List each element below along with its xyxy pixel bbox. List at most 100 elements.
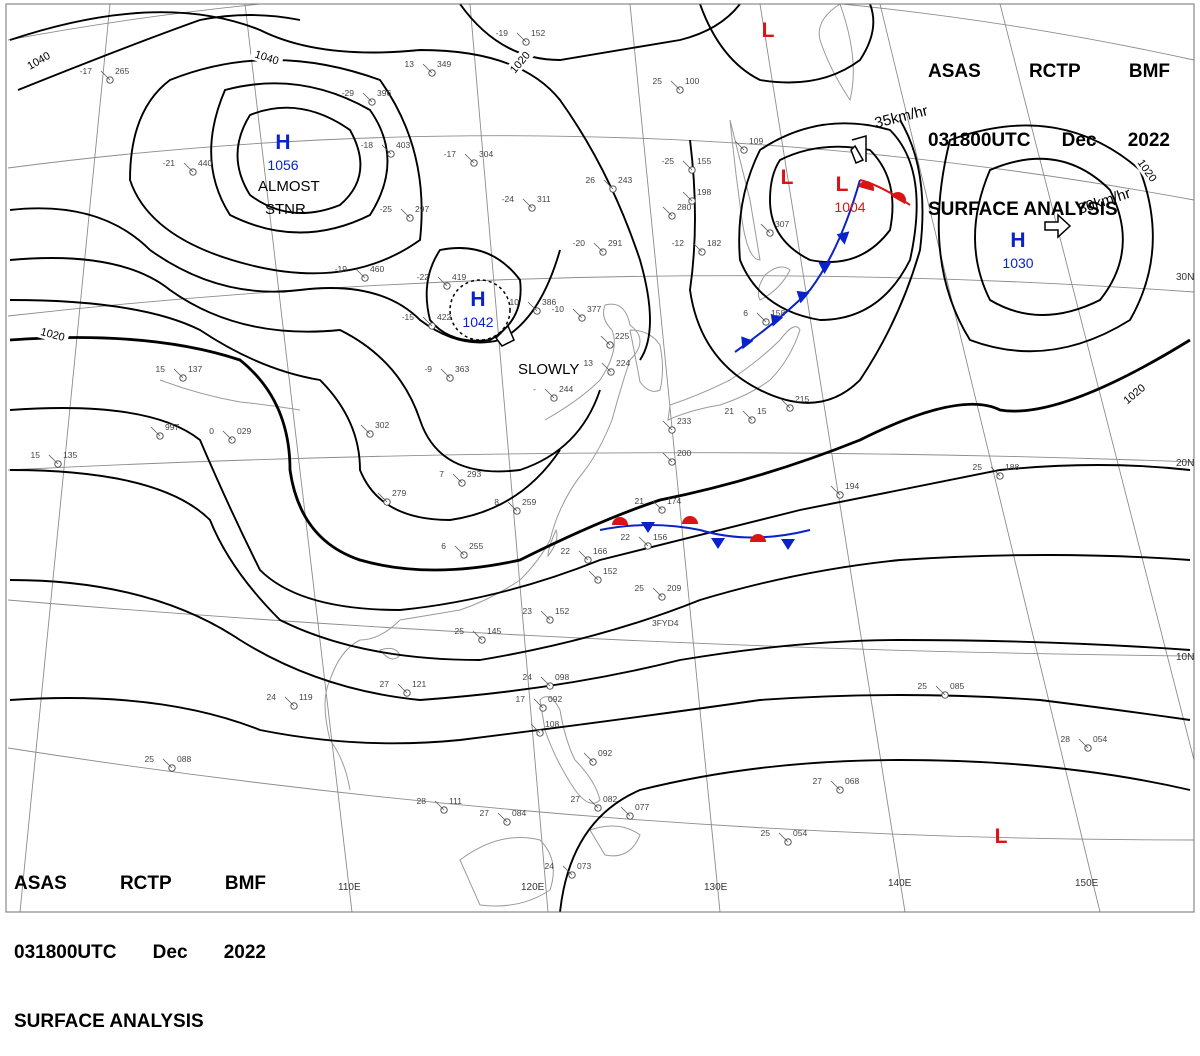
isobar-arc-1 [17,14,301,91]
isobar-north-center [459,4,741,61]
station-pressure: 280 [677,202,691,212]
station-plot: 25 100 [653,76,699,94]
station-temperature: 24 [545,861,555,871]
station-temperature: -25 [662,156,675,166]
station-temperature: -25 [380,204,393,214]
footer-month: Dec [152,942,188,963]
station-temperature: -19 [335,264,348,274]
station-pressure: 029 [237,426,251,436]
station-plot: -29 396 [342,88,391,106]
station-temperature: -9 [424,364,432,374]
wind-barb [516,32,527,43]
station-pressure: 403 [396,140,410,150]
station-plot: - 244 [533,384,573,402]
station-pressure: 243 [618,175,632,185]
station-plot: 27 068 [813,776,859,794]
station-pressure: 377 [587,304,601,314]
station-temperature: 15 [31,450,41,460]
cold-front-triangle [770,313,784,327]
station-plot: 198 [682,187,711,205]
station-pressure: 135 [63,450,77,460]
wind-barb [48,454,59,465]
wind-barb [572,308,583,319]
station-temperature: 26 [586,175,596,185]
station-pressure: 166 [593,546,607,556]
header-top-right: ASAS RCTP BMF 031800UTC Dec 2022 SURFACE… [928,14,1170,244]
station-plot: -25 297 [380,204,429,222]
station-temperature: 7 [439,469,444,479]
station-plot: 225 [600,331,629,349]
wind-barb [780,398,791,409]
station-pressure: 200 [677,448,691,458]
parallel-20n [7,452,1194,471]
header-line-1: ASAS RCTP BMF [928,60,1170,83]
center-pressure-label: 1056 [267,157,298,173]
wind-barb [434,800,445,811]
station-plot: 109 [734,136,763,154]
wind-barb [497,812,508,823]
station-plot: 23 152 [523,606,569,624]
grid-labels: 30N 20N 10N 110E 120E 130E 140E 150E [338,272,1194,893]
motion-note: STNR [265,201,306,218]
wind-barb [544,388,555,399]
isobar-1020-west [9,336,1191,572]
coast-taiwan [547,528,558,558]
wind-barb [662,206,673,217]
pressure-center-L-japan: L 1004 [834,173,865,215]
station-temperature: 28 [417,796,427,806]
wind-barb [222,430,233,441]
warm-front-semicircle [891,192,906,204]
meridian-130e [629,4,721,912]
low-symbol: L [762,19,775,42]
station-plot: -25 155 [662,156,711,174]
station-temperature: 28 [1061,734,1071,744]
station-plot: 10 386 [510,297,556,315]
coast-sakhalin [729,119,761,261]
station-plot: -24 311 [502,194,551,212]
wind-barb [760,223,771,234]
isobar-wave-2 [9,257,601,473]
station-pressure: 311 [537,194,551,204]
station-pressure: 194 [845,481,859,491]
station-temperature: 25 [653,76,663,86]
station-plot: 152 [588,566,617,584]
station-pressure: 119 [299,692,313,702]
footer-product: SURFACE ANALYSIS [14,1011,204,1032]
wind-barb [472,630,483,641]
parallel-10n [7,599,1194,657]
wind-barb [778,832,789,843]
station-pressure: 121 [412,679,426,689]
wind-barb [830,485,841,496]
footer-agency: ASAS [14,873,67,894]
station-temperature: 25 [761,828,771,838]
station-temperature: 21 [635,496,645,506]
station-plot: -12 182 [672,238,721,256]
station-pressure: 152 [531,28,545,38]
station-temperature: 25 [973,462,983,472]
motion-arrow [1044,213,1072,239]
station-plot: 25 188 [973,462,1019,480]
meridian-100e [19,4,111,912]
wind-barb [100,70,111,81]
isobar-equatorial [559,759,1191,912]
wind-barb [588,798,599,809]
high-symbol: H [470,288,485,311]
wind-barb [183,162,194,173]
station-plot: 27 121 [380,679,426,697]
station-plot: 26 243 [586,175,632,193]
station-pressure: 215 [795,394,809,404]
coast-china [399,303,641,621]
footer-valid-time: 031800UTC [14,942,117,963]
pressure-center-H-pacific: H 1030 [1002,229,1033,271]
station-plot: 997 [150,422,179,440]
station-pressure: 174 [667,496,681,506]
station-plot: 15 137 [156,364,202,382]
cold-front-triangle [741,336,754,350]
station-plot: 21 174 [635,496,681,514]
station-pressure: 088 [177,754,191,764]
wind-barb [362,92,373,103]
motion-note: SLOWLY [518,361,579,378]
station-pressure: 182 [707,238,721,248]
station-pressure: 440 [198,158,212,168]
